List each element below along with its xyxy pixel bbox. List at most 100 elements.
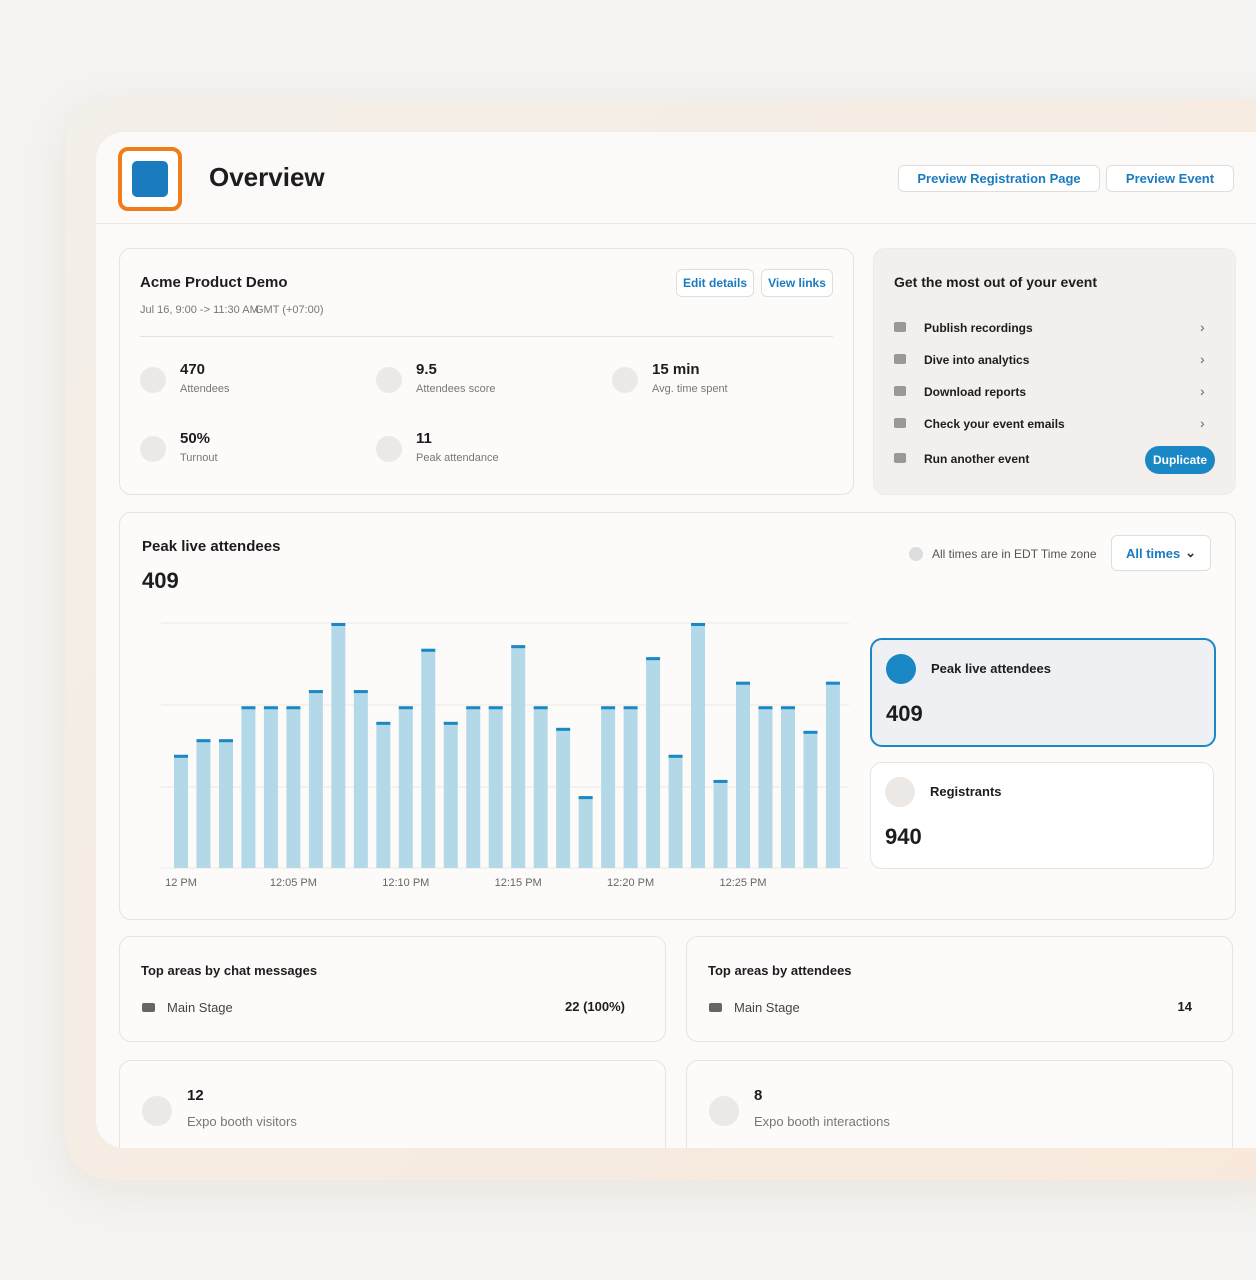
chevron: › (1200, 351, 1205, 367)
logo (118, 147, 182, 211)
stat-icon (140, 436, 166, 462)
bar (646, 657, 661, 868)
bar-cap (308, 690, 323, 694)
stat-icon (376, 436, 402, 462)
bar-cap (331, 623, 346, 626)
bar (623, 706, 638, 868)
x-tick-label: 12:20 PM (607, 877, 654, 889)
bar-chart: 12 PM 12:05 PM 12:10 PM 12:15 PM 12:20 PM 12:… (161, 622, 849, 889)
bar-cap (780, 706, 795, 710)
x-tick-label: 12:05 PM (270, 877, 317, 889)
bar-cap (218, 739, 233, 743)
bar (353, 690, 368, 868)
bar (668, 754, 683, 868)
duplicate-button[interactable]: Duplicate (1145, 446, 1215, 474)
tip-icon (894, 386, 906, 396)
tip-icon (894, 453, 906, 463)
tip-icon (894, 354, 906, 364)
x-tick-label: 12:15 PM (495, 877, 542, 889)
stat-icon (140, 367, 166, 393)
bar-cap (646, 657, 661, 661)
event-time: Jul 16, 9:00 -> 11:30 AM (140, 304, 259, 316)
bar (421, 648, 436, 868)
bar-cap (736, 681, 750, 685)
expo-card: 8 Expo booth interactions (686, 1060, 1233, 1148)
bar-cap (286, 706, 301, 710)
tip-item[interactable]: Publish recordings (924, 321, 1033, 335)
stat-label: Attendees (180, 383, 230, 395)
preview-event-button[interactable]: Preview Event (1106, 165, 1234, 192)
area-value: 14 (1177, 999, 1192, 1014)
card-value: 409 (886, 701, 923, 726)
area-name: Main Stage (167, 1000, 233, 1015)
preview-registration-button[interactable]: Preview Registration Page (898, 165, 1100, 192)
stat-label: Turnout (180, 452, 218, 464)
bar (196, 739, 211, 868)
chart-card: Peak live attendees 409 All times are in… (119, 512, 1236, 920)
bar-cap (376, 721, 391, 725)
bar (780, 706, 795, 868)
tips-card: Get the most out of your event Duplicate… (873, 248, 1236, 495)
stat-value: 15 min (652, 361, 700, 378)
bar (331, 623, 346, 868)
bar-cap (825, 681, 840, 685)
expo-icon (709, 1096, 739, 1126)
chevron: › (1200, 415, 1205, 431)
bar-cap (443, 721, 458, 725)
tip-item[interactable]: Check your event emails (924, 417, 1065, 431)
bar-cap (601, 706, 616, 710)
tips-title: Get the most out of your event (894, 274, 1098, 290)
tip-item[interactable]: Download reports (924, 385, 1027, 399)
tip-item[interactable]: Dive into analytics (924, 353, 1030, 367)
bar-cap (691, 623, 706, 626)
bar-cap (511, 645, 526, 649)
event-timezone: GMT (+07:00) (255, 304, 324, 316)
stat-value: 50% (180, 430, 211, 447)
event-name: Acme Product Demo (140, 274, 288, 291)
bar-cap (466, 706, 481, 710)
stat-icon (612, 367, 638, 393)
area-value: 22 (100%) (565, 999, 625, 1014)
stat-card: Registrants 940 (870, 762, 1214, 869)
panel: Overview Preview Registration Page Previ… (96, 132, 1256, 1148)
bar (466, 706, 481, 868)
bar-cap (623, 706, 638, 710)
bar-cap (421, 648, 436, 652)
camera-icon (709, 1003, 722, 1012)
edit-details-button[interactable]: Edit details (676, 269, 754, 297)
bar (556, 727, 571, 868)
bar (713, 779, 728, 868)
time-filter[interactable]: All times ⌄ (1111, 535, 1211, 571)
bar-cap (578, 796, 593, 800)
bar-cap (533, 706, 548, 710)
tip-item[interactable]: Run another event (924, 452, 1030, 466)
bar (443, 721, 458, 868)
x-tick-label: 12:25 PM (719, 877, 766, 889)
chart-title: Peak live attendees (142, 538, 281, 555)
bar-cap (488, 706, 503, 710)
bar (825, 681, 840, 868)
stat-value: 11 (416, 430, 432, 447)
bar (376, 721, 391, 868)
chevron: › (1200, 319, 1205, 335)
x-tick-label: 12:10 PM (382, 877, 429, 889)
bar-cap (241, 706, 256, 710)
bar-cap (174, 754, 188, 758)
chevron: › (1200, 383, 1205, 399)
area-title: Top areas by attendees (708, 963, 852, 978)
view-links-button[interactable]: View links (761, 269, 833, 297)
area-title: Top areas by chat messages (141, 963, 318, 978)
stat-icon (376, 367, 402, 393)
divider (96, 223, 1256, 224)
bar (398, 706, 413, 868)
bar (263, 706, 278, 868)
expo-card: 12 Expo booth visitors (119, 1060, 666, 1148)
x-tick-label: 12 PM (165, 877, 197, 889)
bar (511, 645, 526, 868)
bar-cap (713, 779, 728, 783)
timezone-note: All times are in EDT Time zone (932, 547, 1097, 561)
expo-icon (142, 1096, 172, 1126)
bar (174, 754, 188, 868)
bar (308, 690, 323, 868)
